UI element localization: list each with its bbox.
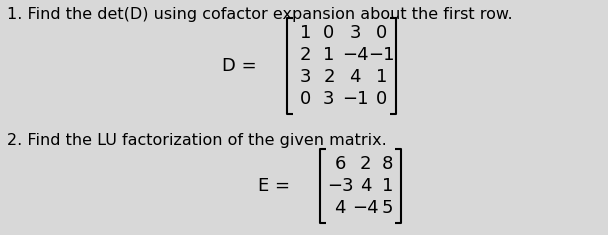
Text: 1: 1 bbox=[300, 24, 311, 42]
Text: 0: 0 bbox=[376, 90, 387, 108]
Text: −4: −4 bbox=[342, 46, 368, 64]
Text: −1: −1 bbox=[342, 90, 368, 108]
Text: E =: E = bbox=[258, 177, 289, 195]
Text: 4: 4 bbox=[359, 177, 371, 195]
Text: 1: 1 bbox=[323, 46, 334, 64]
Text: 2: 2 bbox=[300, 46, 311, 64]
Text: 1: 1 bbox=[376, 68, 387, 86]
Text: 2. Find the LU factorization of the given matrix.: 2. Find the LU factorization of the give… bbox=[7, 133, 386, 148]
Text: 2: 2 bbox=[323, 68, 334, 86]
Text: 1: 1 bbox=[382, 177, 393, 195]
Text: 0: 0 bbox=[300, 90, 311, 108]
Text: −3: −3 bbox=[327, 177, 353, 195]
Text: 3: 3 bbox=[350, 24, 361, 42]
Text: 3: 3 bbox=[323, 90, 334, 108]
Text: 0: 0 bbox=[323, 24, 334, 42]
Text: 8: 8 bbox=[382, 155, 393, 173]
Text: −4: −4 bbox=[352, 199, 379, 217]
Text: 6: 6 bbox=[334, 155, 346, 173]
Text: 3: 3 bbox=[300, 68, 311, 86]
Text: 1. Find the det(D) using cofactor expansion about the first row.: 1. Find the det(D) using cofactor expans… bbox=[7, 7, 512, 22]
Text: 4: 4 bbox=[350, 68, 361, 86]
Text: 0: 0 bbox=[376, 24, 387, 42]
Text: 2: 2 bbox=[359, 155, 371, 173]
Text: 5: 5 bbox=[382, 199, 393, 217]
Text: 4: 4 bbox=[334, 199, 346, 217]
Text: D =: D = bbox=[223, 57, 257, 75]
Text: −1: −1 bbox=[368, 46, 395, 64]
